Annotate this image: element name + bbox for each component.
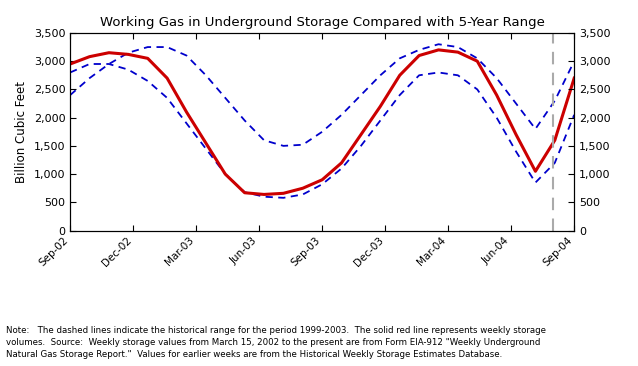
Text: Note:   The dashed lines indicate the historical range for the period 1999-2003.: Note: The dashed lines indicate the hist… bbox=[6, 326, 546, 359]
Title: Working Gas in Underground Storage Compared with 5-Year Range: Working Gas in Underground Storage Compa… bbox=[100, 16, 545, 29]
Y-axis label: Billion Cubic Feet: Billion Cubic Feet bbox=[15, 81, 28, 183]
